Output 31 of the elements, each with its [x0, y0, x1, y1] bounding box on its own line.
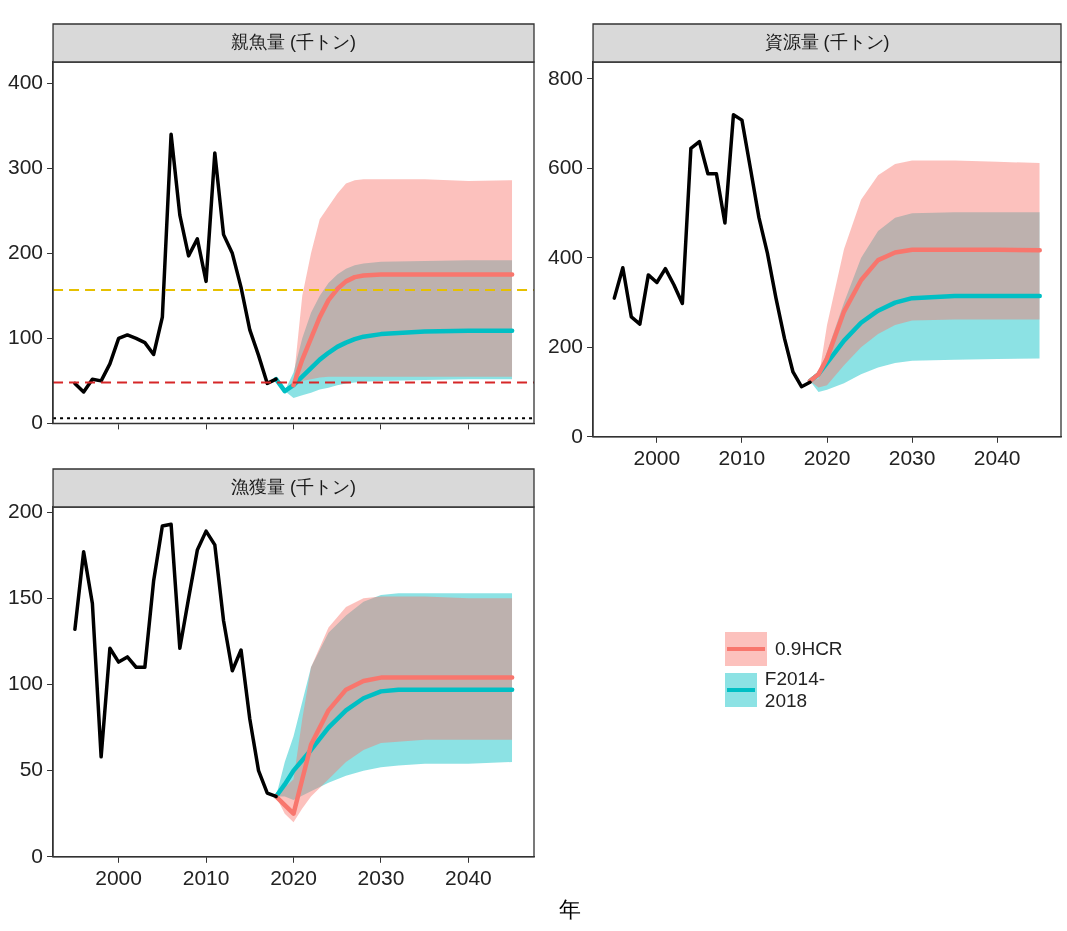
y-tick-label: 0	[31, 843, 44, 867]
y-tick-label: 400	[7, 70, 44, 94]
y-tick-label: 200	[7, 498, 44, 522]
y-tick-label: 100	[7, 325, 44, 349]
x-tick-label: 2030	[357, 866, 405, 890]
y-tick-label: 300	[7, 155, 44, 179]
y-tick-label: 150	[7, 585, 44, 609]
legend-label: F2014-2018	[764, 668, 827, 712]
x-tick-label: 2010	[718, 446, 766, 470]
x-tick-label: 2000	[633, 446, 681, 470]
y-tick-label: 200	[547, 334, 584, 358]
chart-title: 資源量 (千トン)	[764, 31, 890, 52]
chart-title: 漁獲量 (千トン)	[231, 476, 357, 497]
x-tick-label: 2040	[445, 866, 492, 890]
x-tick-label: 2030	[888, 446, 936, 470]
y-tick-label: 600	[547, 155, 584, 179]
y-tick-label: 200	[7, 240, 44, 264]
legend-label: 0.9HCR	[775, 638, 843, 660]
y-tick-label: 400	[547, 244, 584, 268]
x-tick-label: 2020	[803, 446, 851, 470]
y-tick-label: 800	[547, 65, 584, 89]
y-tick-label: 0	[571, 423, 584, 447]
x-tick-label: 2000	[95, 866, 142, 890]
x-axis-title: 年	[559, 896, 581, 924]
y-tick-label: 0	[31, 410, 44, 434]
y-tick-label: 100	[7, 671, 44, 695]
x-tick-label: 2020	[270, 866, 317, 890]
y-tick-label: 50	[19, 757, 44, 781]
x-tick-label: 2040	[973, 446, 1021, 470]
x-tick-label: 2010	[182, 866, 230, 890]
chart-title: 親魚量 (千トン)	[231, 31, 357, 52]
